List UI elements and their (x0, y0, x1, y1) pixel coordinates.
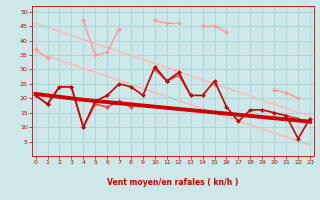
X-axis label: Vent moyen/en rafales ( kn/h ): Vent moyen/en rafales ( kn/h ) (107, 178, 238, 187)
